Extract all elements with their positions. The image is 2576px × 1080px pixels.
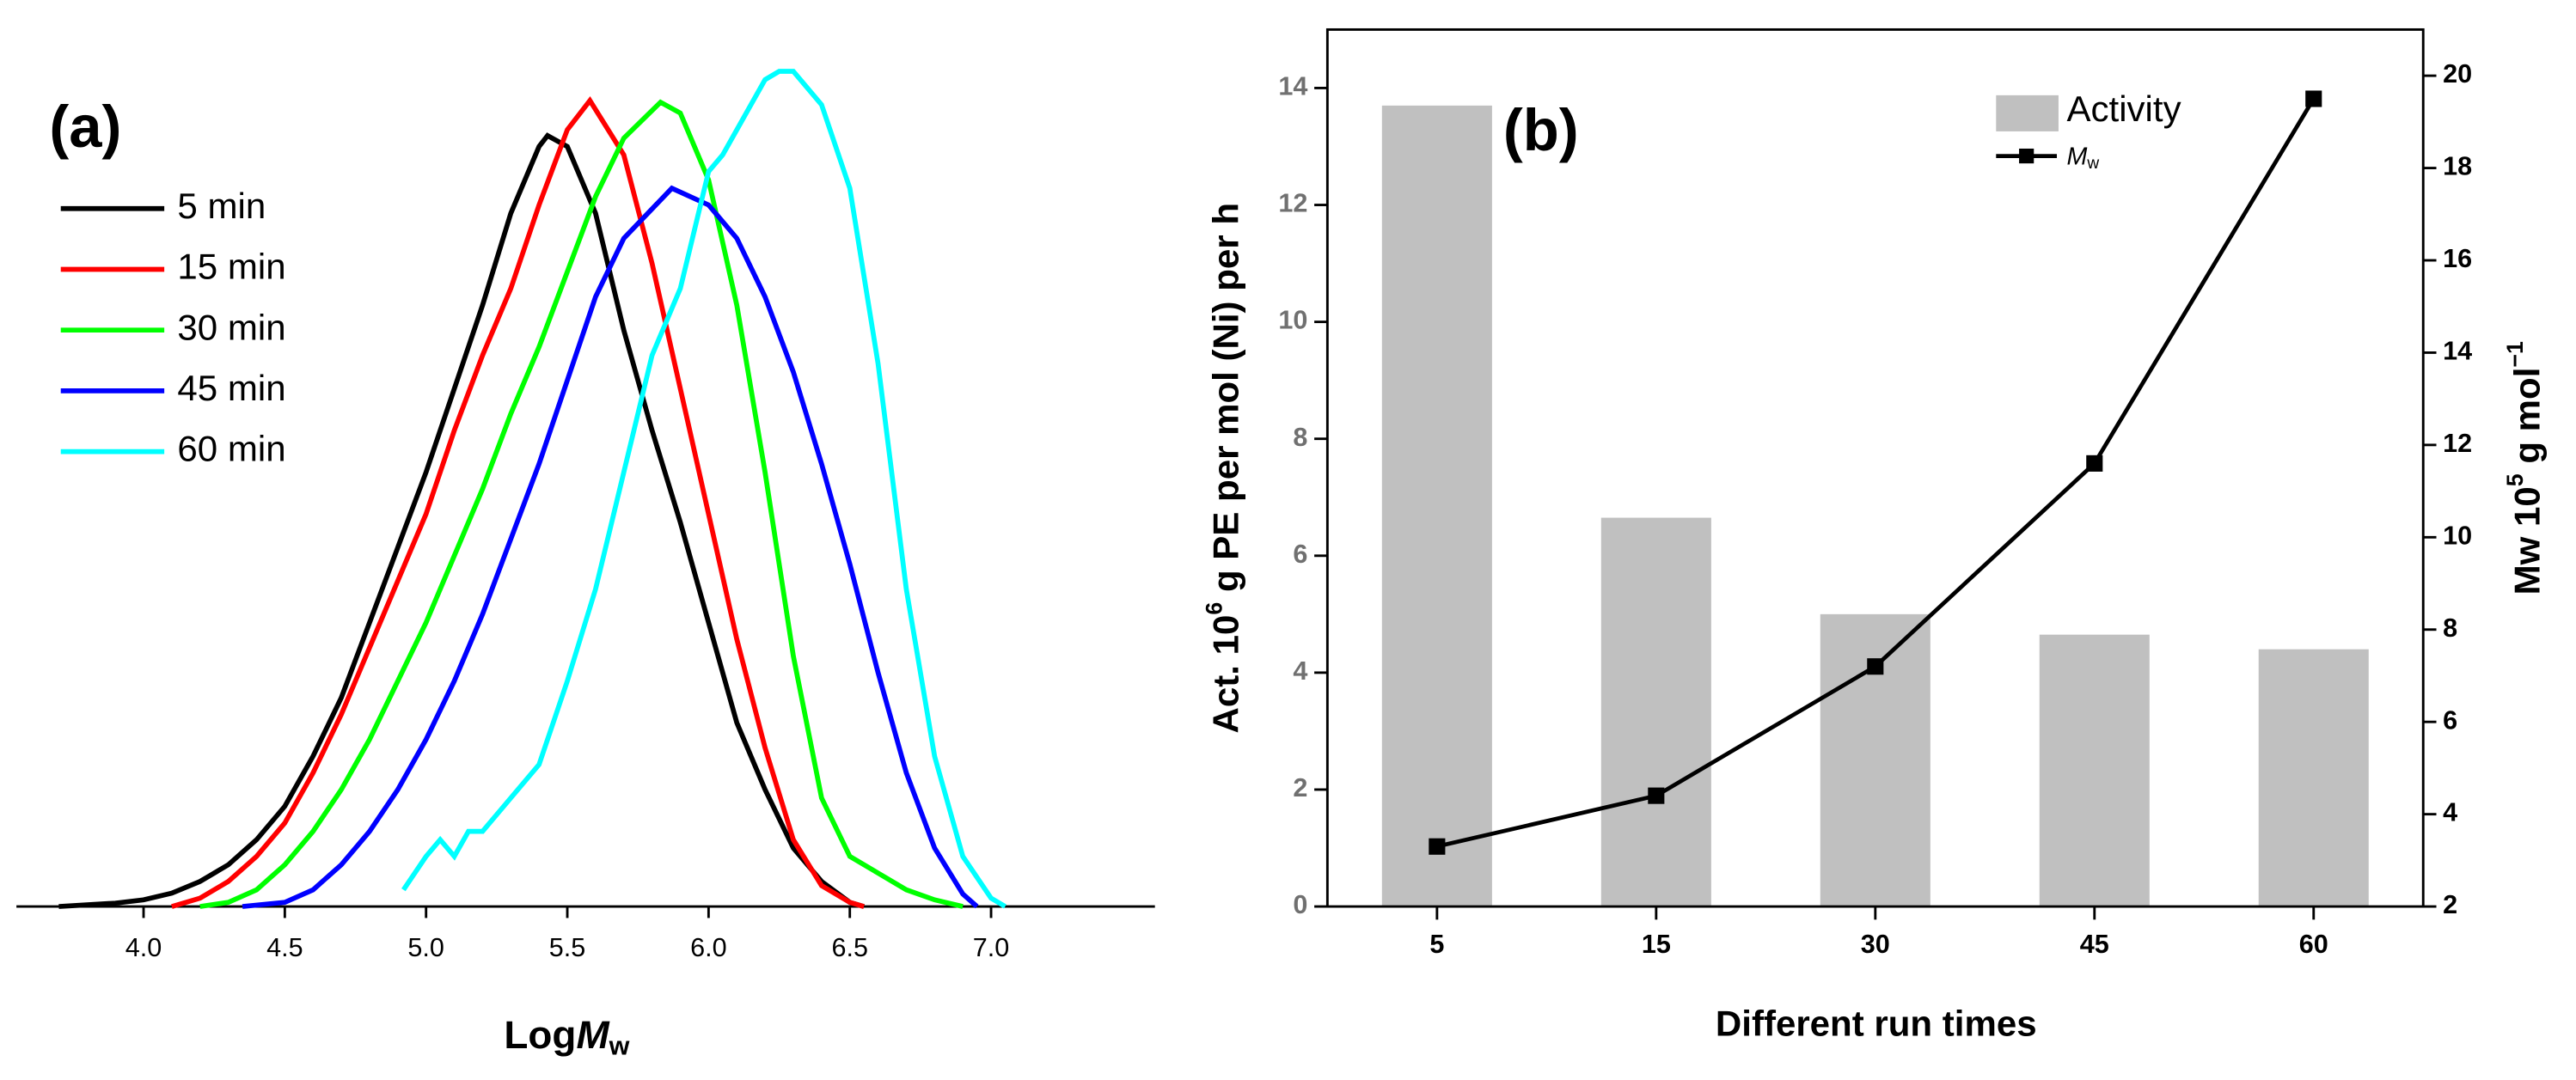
- curve: [242, 185, 979, 909]
- x-tick-label: 4.5: [266, 933, 303, 962]
- label-part: 6: [1201, 602, 1227, 615]
- x-tick-label: 60: [2299, 930, 2328, 959]
- x-tick-label: 5.5: [549, 933, 586, 962]
- x-axis-label: Different run times: [1716, 1004, 2037, 1044]
- label-part: w: [609, 1032, 630, 1061]
- label-part: Mw 10: [2507, 486, 2548, 595]
- y2-tick-label: 20: [2443, 59, 2472, 88]
- label-part: M: [2066, 143, 2087, 170]
- y2-tick-label: 16: [2443, 244, 2472, 273]
- y-tick-label: 4: [1293, 656, 1307, 686]
- legend-label: Mw: [2066, 143, 2099, 173]
- bar: [2258, 649, 2369, 907]
- x-tick-label: 5: [1429, 930, 1444, 959]
- plot-frame: [1325, 27, 2425, 908]
- label-part: Act. 10: [1206, 615, 1246, 734]
- y-tick-label: 0: [1293, 890, 1307, 919]
- y2-tick-label: 2: [2443, 890, 2457, 919]
- curve: [58, 132, 865, 909]
- y2-tick-label: 6: [2443, 705, 2457, 735]
- label-part: g PE per mol (Ni) per h: [1206, 203, 1246, 602]
- legend-label: 60 min: [177, 429, 285, 469]
- legend-label: 15 min: [177, 247, 285, 287]
- marker: [2305, 90, 2322, 107]
- y2-tick-label: 12: [2443, 429, 2472, 458]
- marker: [1429, 838, 1446, 855]
- legend-swatch: [1996, 95, 2059, 131]
- label-part: M: [576, 1012, 609, 1057]
- legend-label: Activity: [2066, 88, 2181, 129]
- curve: [401, 69, 1007, 909]
- x-tick-label: 30: [1861, 930, 1890, 959]
- label-part: 5: [2502, 473, 2528, 486]
- y-tick-label: 12: [1278, 189, 1307, 218]
- x-axis-label: LogMw: [504, 1012, 629, 1060]
- x-tick-label: 15: [1642, 930, 1671, 959]
- y-tick-label: 10: [1278, 306, 1307, 335]
- curve: [171, 96, 865, 909]
- y-tick-label: 6: [1293, 540, 1307, 569]
- marker: [1648, 787, 1665, 804]
- y-tick-label: 2: [1293, 773, 1307, 802]
- x-tick-label: 4.0: [125, 933, 162, 962]
- y-axis-label: Act. 106 g PE per mol (Ni) per h: [1201, 203, 1245, 733]
- bar: [1820, 613, 1930, 907]
- y2-tick-label: 4: [2443, 798, 2457, 827]
- x-tick-label: 7.0: [973, 933, 1010, 962]
- x-tick-label: 45: [2080, 930, 2109, 959]
- y2-tick-label: 18: [2443, 152, 2472, 181]
- x-tick-label: 6.5: [831, 933, 868, 962]
- label-part: w: [2086, 155, 2099, 173]
- y-tick-label: 8: [1293, 423, 1307, 452]
- label-part: g mol: [2507, 368, 2548, 474]
- x-tick-label: 6.0: [690, 933, 727, 962]
- bar: [2039, 634, 2150, 907]
- curve: [199, 99, 964, 909]
- bar: [1600, 517, 1711, 907]
- marker: [2086, 455, 2103, 472]
- panel-label: (a): [49, 94, 121, 160]
- x-tick-label: 5.0: [407, 933, 444, 962]
- y2-axis-label: Mw 105 g mol−1: [2502, 341, 2547, 595]
- y2-tick-label: 14: [2443, 337, 2472, 366]
- y-tick-label: 14: [1278, 72, 1307, 101]
- panel-label: (b): [1503, 97, 1579, 163]
- marker: [1867, 658, 1884, 675]
- legend-label: 5 min: [177, 186, 266, 226]
- legend-label: 45 min: [177, 368, 285, 408]
- legend-marker: [2019, 148, 2034, 164]
- bar: [1381, 105, 1492, 907]
- y2-tick-label: 8: [2443, 613, 2457, 643]
- label-part: −1: [2502, 341, 2528, 368]
- label-part: Log: [504, 1012, 576, 1057]
- y2-tick-label: 10: [2443, 521, 2472, 550]
- legend-label: 30 min: [177, 307, 285, 347]
